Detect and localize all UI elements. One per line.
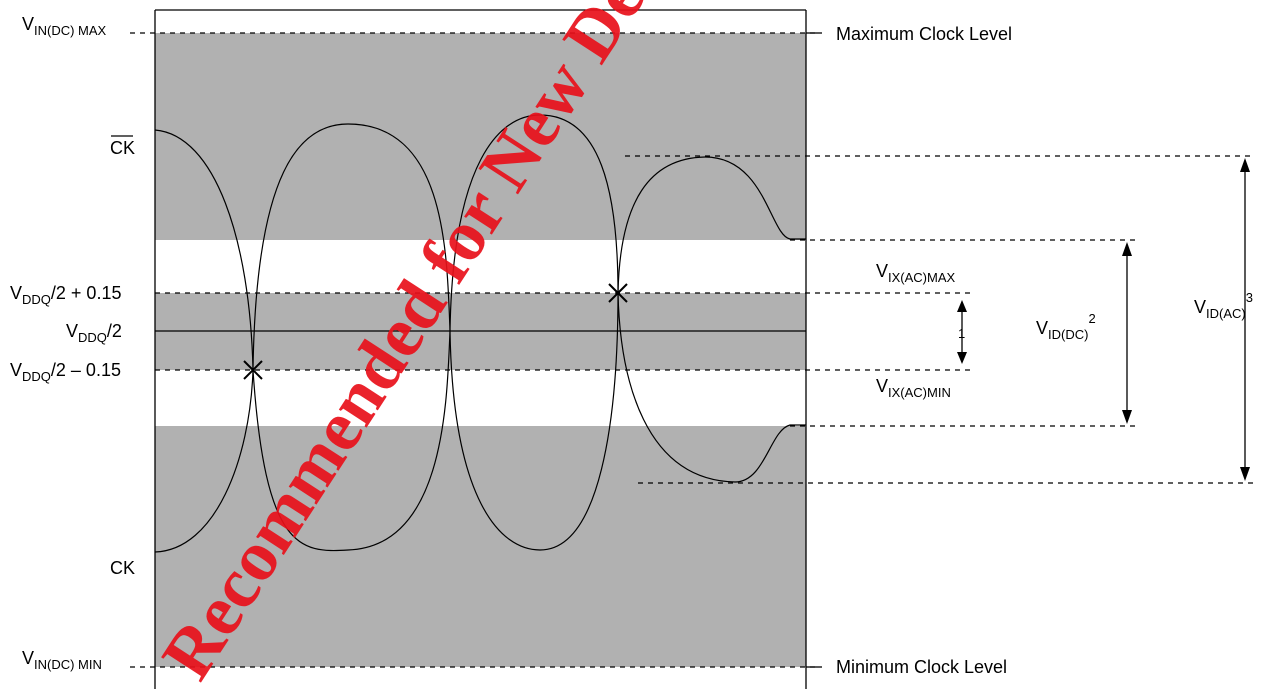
lower-gray-band — [155, 426, 806, 667]
vix-ac-min-label: VIX(AC)MIN — [876, 376, 951, 400]
vid-ac-label: VID(AC)3 — [1194, 290, 1253, 321]
vin-dc-min-label: VIN(DC) MIN — [22, 648, 102, 672]
vddq-half-label: VDDQ/2 — [66, 321, 122, 345]
ck-bar-label: CK — [110, 138, 135, 158]
ck-label: CK — [110, 558, 135, 578]
min-clock-level-label: Minimum Clock Level — [836, 657, 1007, 677]
vid-dc-arrow — [1122, 242, 1132, 424]
vix-arrow — [957, 300, 967, 364]
vin-dc-max-label: VIN(DC) MAX — [22, 14, 107, 38]
crossing-marker-high — [608, 283, 628, 303]
vddq-plus-label: VDDQ/2 + 0.15 — [10, 283, 121, 307]
vddq-minus-label: VDDQ/2 – 0.15 — [10, 360, 121, 384]
ck-waveform — [154, 123, 806, 553]
max-clock-level-label: Maximum Clock Level — [836, 24, 1012, 44]
ck-bar-waveform — [154, 114, 806, 552]
crossing-marker-low — [243, 360, 263, 380]
vix-ac-max-label: VIX(AC)MAX — [876, 261, 956, 285]
vid-dc-label: VID(DC)2 — [1036, 311, 1096, 342]
upper-gray-band — [155, 33, 806, 240]
note-1-label: 1 — [958, 326, 965, 341]
vid-ac-arrow — [1240, 158, 1250, 481]
